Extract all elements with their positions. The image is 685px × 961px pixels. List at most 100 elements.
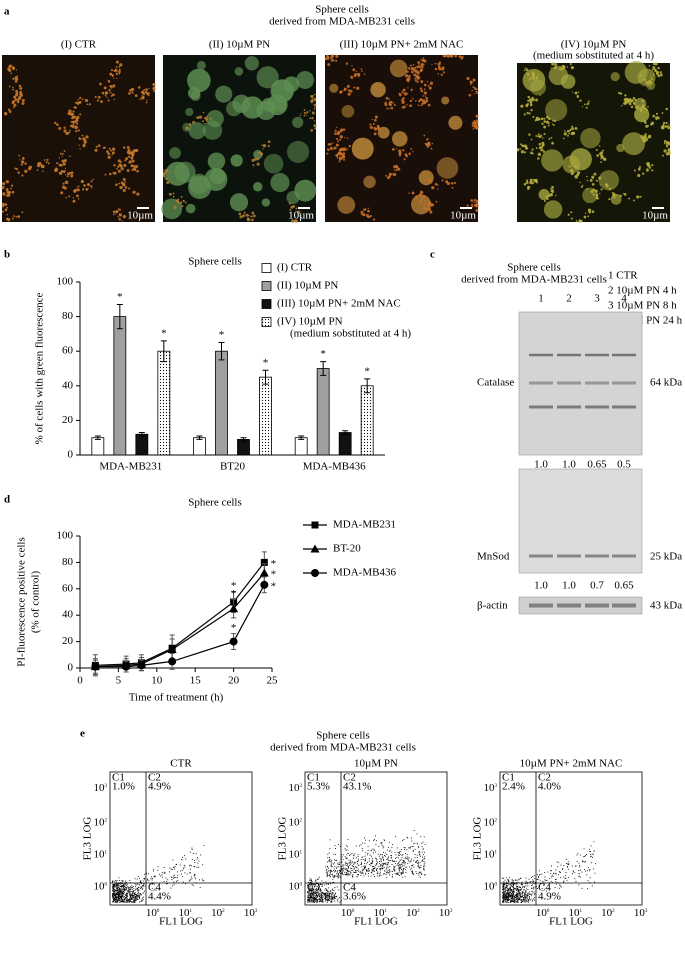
cell-dot <box>263 144 266 147</box>
event-dot <box>383 874 384 875</box>
event-dot <box>580 877 581 878</box>
cell-dot <box>628 198 630 200</box>
event-dot <box>383 847 384 848</box>
event-dot <box>143 899 144 900</box>
cell-dot <box>650 76 651 77</box>
cell-dot <box>422 59 425 62</box>
cell-dot <box>340 130 342 132</box>
event-dot <box>194 862 195 863</box>
event-dot <box>380 866 381 867</box>
cell-dot <box>596 149 598 151</box>
cell-dot <box>120 161 122 163</box>
event-dot <box>365 860 366 861</box>
event-dot <box>328 887 329 888</box>
bar <box>295 438 307 455</box>
event-dot <box>560 885 561 886</box>
cell-dot <box>343 128 345 130</box>
event-dot <box>331 865 332 866</box>
event-dot <box>365 873 366 874</box>
cell-dot <box>59 164 62 167</box>
cell-dot <box>72 201 74 203</box>
cell-dot <box>99 83 102 86</box>
event-dot <box>371 862 372 863</box>
cell-dot <box>312 95 314 97</box>
cell-dot <box>304 109 306 111</box>
event-dot <box>410 861 411 862</box>
cell-dot <box>251 216 253 218</box>
cell-dot <box>10 73 12 75</box>
event-dot <box>417 843 418 844</box>
event-dot <box>352 870 353 871</box>
event-dot <box>350 868 351 869</box>
event-dot <box>189 872 190 873</box>
event-dot <box>321 881 322 882</box>
cell-dot <box>118 208 119 209</box>
event-dot <box>551 866 552 867</box>
cell-dot <box>13 215 15 217</box>
legend-label: (IV) 10µM PN <box>277 316 343 328</box>
event-dot <box>330 883 331 884</box>
cell-dot <box>100 100 103 103</box>
cell-blob <box>204 168 227 191</box>
blot-band <box>585 555 609 558</box>
cell-dot <box>70 113 73 116</box>
event-dot <box>342 873 343 874</box>
cell-dot <box>128 92 131 95</box>
event-dot <box>136 885 137 886</box>
event-dot <box>529 882 530 883</box>
event-dot <box>315 880 316 881</box>
event-dot <box>550 870 551 871</box>
event-dot <box>526 888 527 889</box>
cell-dot <box>111 95 113 97</box>
cell-dot <box>642 135 643 136</box>
event-dot <box>339 876 340 877</box>
cell-dot <box>639 167 641 169</box>
cell-dot <box>74 107 76 109</box>
event-dot <box>404 862 405 863</box>
event-dot <box>192 849 193 850</box>
event-dot <box>200 854 201 855</box>
event-dot <box>187 873 188 874</box>
cell-dot <box>6 180 9 183</box>
cell-dot <box>597 197 599 199</box>
tick-exponent: 1 <box>105 851 108 856</box>
event-dot <box>125 881 126 882</box>
cell-dot <box>634 170 636 172</box>
cell-dot <box>68 195 70 197</box>
event-dot <box>517 886 518 887</box>
tick-base: 10 <box>94 880 106 892</box>
blot-legend: 1 CTR <box>608 270 638 282</box>
cell-dot <box>393 173 396 176</box>
event-dot <box>581 872 582 873</box>
cell-dot <box>123 184 126 187</box>
event-dot <box>141 900 142 901</box>
event-dot <box>329 857 330 858</box>
cell-blob <box>292 117 303 128</box>
event-dot <box>182 859 183 860</box>
cell-dot <box>651 164 653 166</box>
event-dot <box>368 876 369 877</box>
event-dot <box>173 867 174 868</box>
event-dot <box>379 875 380 876</box>
event-dot <box>364 863 365 864</box>
cell-dot <box>18 98 20 100</box>
y-tick-label: 100 <box>57 276 74 288</box>
x-tick-label: MDA-MB231 <box>99 461 162 473</box>
cell-dot <box>85 135 88 138</box>
cell-dot <box>425 143 427 145</box>
cell-dot <box>69 172 71 174</box>
event-dot <box>338 898 339 899</box>
event-dot <box>400 867 401 868</box>
cell-blob <box>441 96 449 104</box>
cell-dot <box>600 158 601 159</box>
plot-title: 10µM PN <box>354 758 398 770</box>
event-dot <box>390 860 391 861</box>
event-dot <box>422 860 423 861</box>
event-dot <box>533 888 534 889</box>
cell-dot <box>625 98 627 100</box>
cell-dot <box>666 152 669 155</box>
event-dot <box>198 861 199 862</box>
event-dot <box>419 867 420 868</box>
cell-dot <box>474 123 477 126</box>
log-tick-label: 100 <box>289 880 303 892</box>
